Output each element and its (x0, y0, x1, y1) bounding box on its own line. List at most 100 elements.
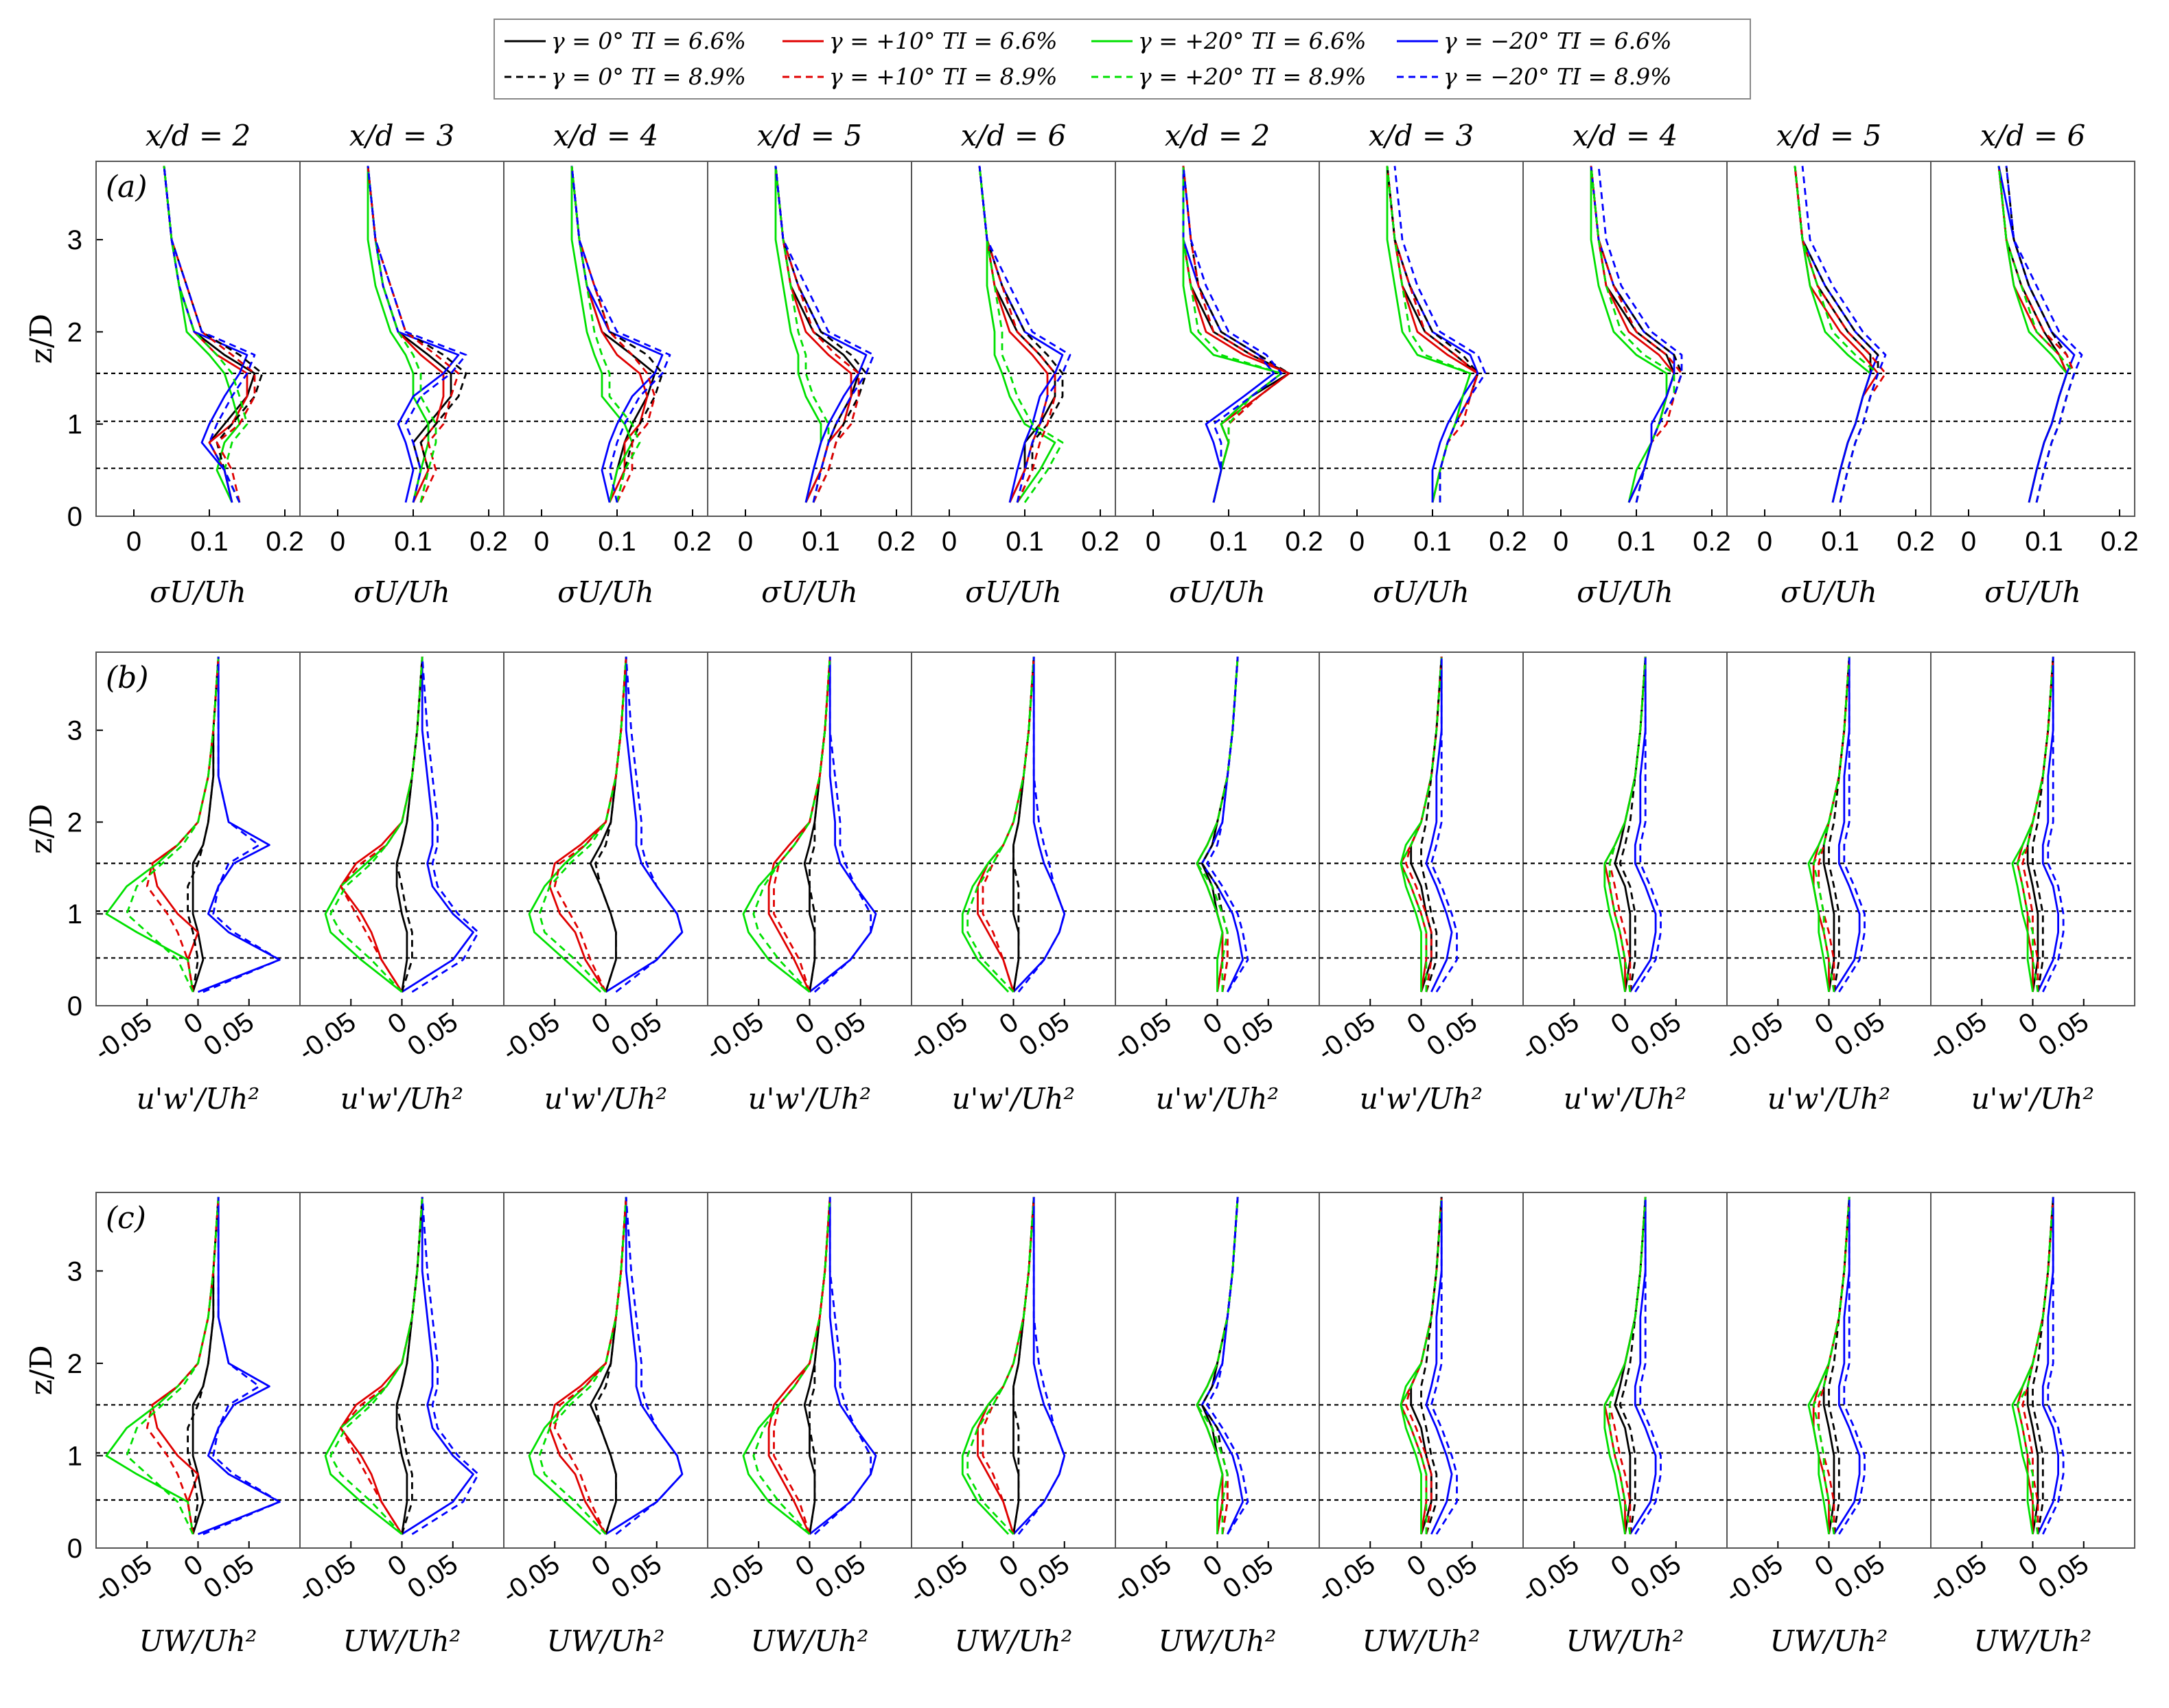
panel-label: (c) (106, 1201, 146, 1236)
y-axis-label: z/D (24, 1345, 59, 1395)
y-tick-label: 2 (67, 807, 82, 838)
x-tick-label: 0.1 (394, 527, 432, 557)
x-axis-label: UW/Uh² (1566, 1624, 1684, 1658)
x-tick-label: 0.05 (1218, 1549, 1279, 1604)
panel-frame (503, 1192, 708, 1549)
profile-line (395, 1197, 424, 1535)
panel-r0-c6: 0 0.1 0.2 σU/Uh (1319, 161, 1527, 609)
panel-r0-c7: 0 0.1 0.2 σU/Uh (1522, 161, 1731, 609)
profile-line (1400, 1197, 1443, 1534)
x-axis-label: u'w'/Uh² (137, 1082, 260, 1116)
x-tick-label: 0.05 (198, 1006, 259, 1062)
x-tick-label: 0.05 (2033, 1006, 2094, 1062)
profile-line (538, 1197, 627, 1535)
profile-line (1206, 656, 1249, 993)
profile-line (202, 1197, 281, 1536)
profile-line (163, 165, 256, 503)
panel-label: (b) (106, 660, 149, 695)
x-axis-label: u'w'/Uh² (1564, 1082, 1687, 1116)
profile-line (163, 165, 256, 503)
profile-line (589, 656, 627, 993)
panel-frame (1726, 1192, 1932, 1549)
panel-frame (1930, 161, 2135, 517)
profile-line (570, 165, 634, 503)
x-axis-label: u'w'/Uh² (340, 1082, 464, 1116)
profile-line (1206, 1197, 1249, 1535)
panel-r1-c8: -0.05 00.05u'w'/Uh² (1719, 651, 1932, 1116)
panel-r0-c9: 0 0.1 0.2 σU/Uh (1930, 161, 2139, 609)
profile-line (126, 656, 220, 993)
x-tick-label: -0.05 (1923, 1006, 1992, 1067)
panel-label: (a) (106, 170, 148, 205)
profile-line (367, 165, 460, 503)
profile-line (982, 1197, 1035, 1535)
profile-line (1017, 656, 1066, 993)
profile-line (1833, 656, 1861, 993)
x-axis-label: σU/Uh (1984, 575, 2081, 609)
panel-rows: z/D 0 1 2 3 0 0.1 0.2 σU/Uh 0 0.1 0.2 σU/Uh 0 0.1 0.2 σU… (24, 161, 2139, 1658)
x-axis-label: UW/Uh² (955, 1624, 1073, 1658)
profile-line (163, 165, 264, 503)
x-tick-label: -0.05 (1312, 1549, 1380, 1609)
panel-r0-c4: 0 0.1 0.2 σU/Uh (911, 161, 1120, 609)
profile-line (1182, 165, 1290, 503)
legend-entry-label: γ = 0° TI = 6.6% (551, 27, 746, 54)
profile-line (1614, 656, 1647, 993)
profile-line (1196, 1197, 1239, 1534)
column-title: x/d = 6 (961, 119, 1066, 152)
profile-line (774, 165, 875, 503)
x-tick-label: -0.05 (700, 1006, 769, 1067)
x-axis-label: σU/Uh (1169, 575, 1266, 609)
profile-line (339, 1197, 424, 1535)
panel-r1-c2: -0.05 00.05u'w'/Uh² (496, 651, 708, 1116)
y-axis-label: z/D (24, 314, 59, 364)
profile-line (2016, 656, 2054, 993)
profile-line (1812, 1197, 1851, 1535)
profile-line (1393, 165, 1487, 503)
panel-r1-c0: -0.05 00.05u'w'/Uh² (89, 651, 301, 1116)
profile-line (742, 656, 831, 993)
panel-r0-c0: 0 0.1 0.2 σU/Uh (95, 161, 304, 609)
panel-r0-c5: 0 0.1 0.2 σU/Uh (1115, 161, 1323, 609)
x-tick-label: -0.05 (496, 1006, 565, 1067)
profile-line (2005, 165, 2076, 503)
x-tick-label: 0.1 (598, 527, 636, 557)
profile-line (367, 165, 437, 503)
x-tick-label: 0.2 (877, 527, 916, 557)
x-axis-label: σU/Uh (353, 575, 450, 609)
x-tick-label: 0.2 (1897, 527, 1935, 557)
profile-line (1629, 1197, 1657, 1535)
profile-line (1614, 1197, 1647, 1535)
legend-entry-label: γ = +20° TI = 8.9% (1138, 63, 1367, 90)
profile-line (2016, 1197, 2054, 1535)
profile-line (1794, 165, 1872, 503)
x-tick-label: -0.05 (496, 1549, 565, 1609)
profile-line (187, 656, 220, 993)
column-title: x/d = 2 (146, 119, 251, 152)
profile-line (1997, 165, 2076, 503)
x-tick-label: 0 (942, 527, 957, 557)
profile-line (1997, 165, 2076, 503)
y-tick-label: 0 (67, 991, 82, 1022)
profile-line (978, 165, 1056, 503)
x-tick-label: 0.2 (673, 527, 712, 557)
y-tick-label: 0 (67, 502, 82, 532)
panel-frame (1522, 1192, 1728, 1549)
profile-line (1801, 165, 1887, 503)
y-tick-label: 1 (67, 410, 82, 440)
profile-line (773, 656, 831, 993)
panel-frame (503, 651, 708, 1006)
x-axis-label: UW/Uh² (1974, 1624, 2092, 1658)
legend-entry-label: γ = +10° TI = 6.6% (829, 27, 1058, 54)
x-tick-label: 0.1 (1006, 527, 1044, 557)
panel-frame (1726, 651, 1932, 1006)
profile-line (966, 656, 1035, 993)
profile-line (538, 656, 627, 993)
y-tick-label: 1 (67, 899, 82, 930)
profile-line (339, 656, 424, 993)
x-tick-label: -0.05 (89, 1549, 157, 1609)
profile-line (329, 656, 424, 993)
profile-line (605, 656, 684, 993)
profile-line (367, 165, 460, 503)
